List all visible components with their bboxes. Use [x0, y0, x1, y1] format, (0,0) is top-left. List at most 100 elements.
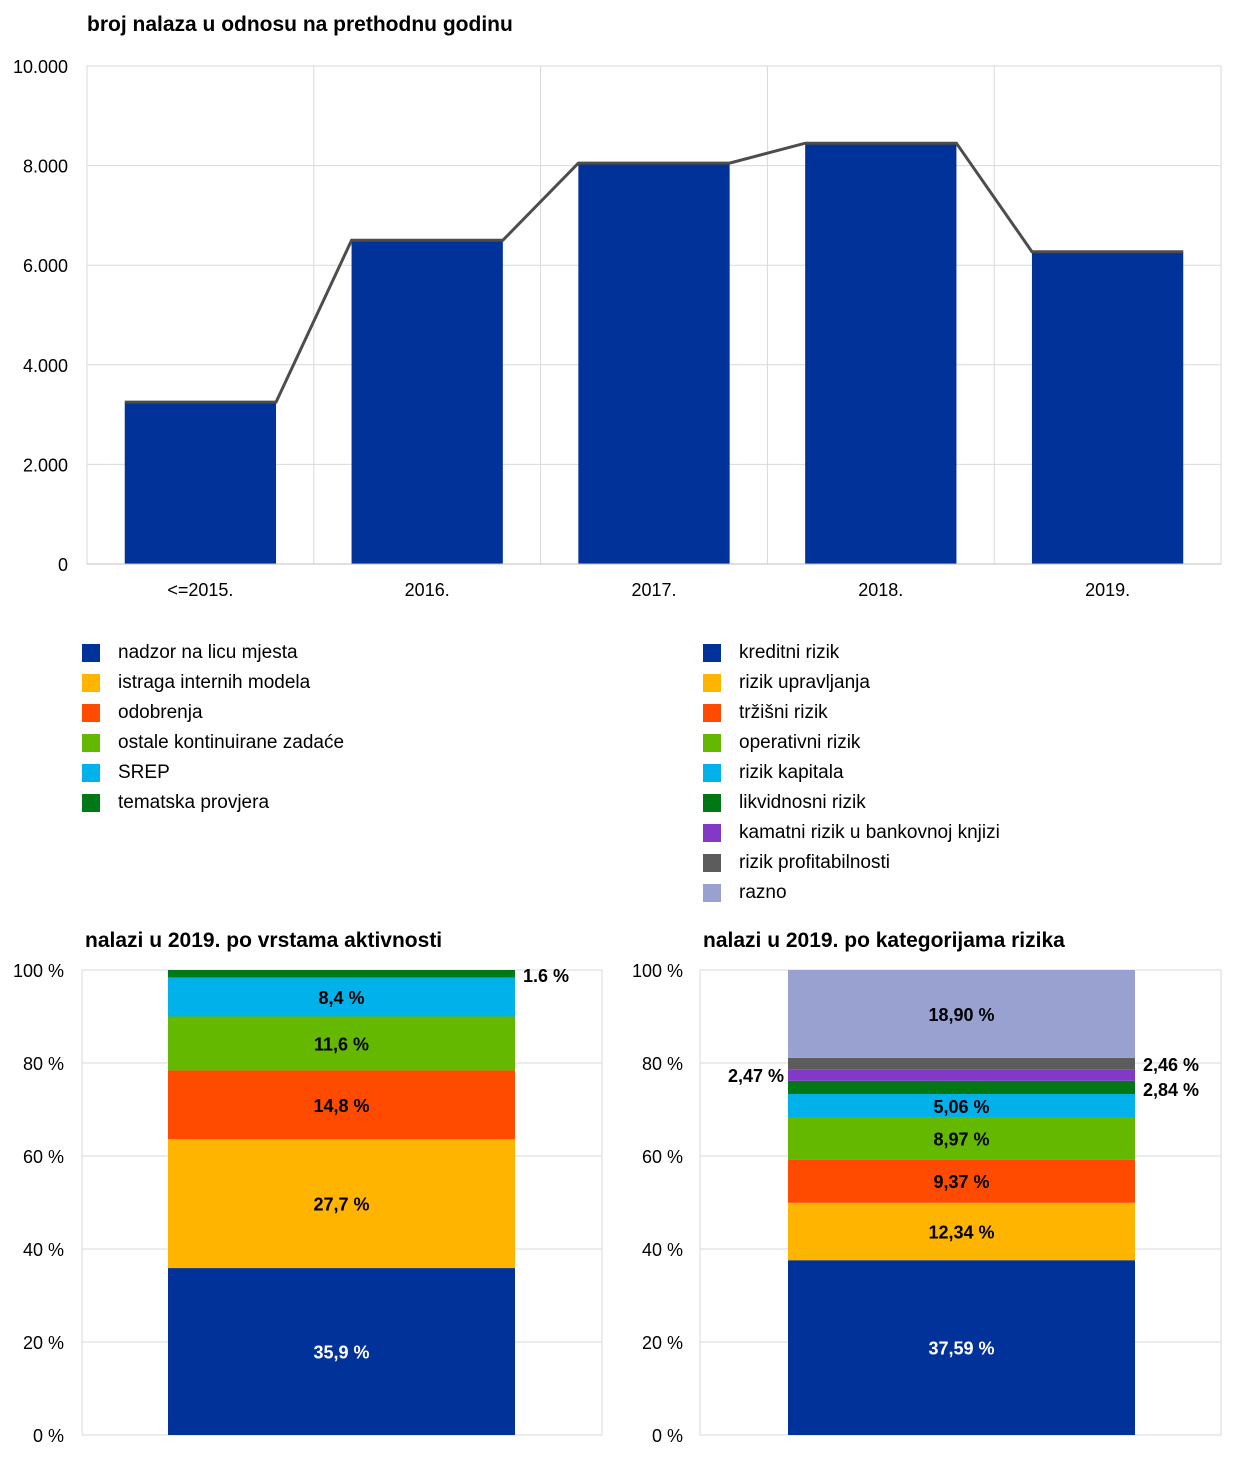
x-tick-label: 2019. — [1085, 580, 1130, 600]
stacked-bar-by-activity: 0 % 20 % 40 % 60 % 80 % 100 % 35,9 % 27,7 % 14,8… — [13, 961, 603, 1446]
stack-segment — [168, 977, 515, 1017]
stack-segment — [788, 1080, 1135, 1095]
legend-label: rizik kapitala — [739, 762, 844, 783]
legend-swatch — [703, 764, 721, 782]
legend-item: istraga internih modela — [82, 670, 344, 700]
stack-segment — [168, 1016, 515, 1071]
data-label: 5,06 % — [933, 1097, 989, 1117]
legend-label: kamatni rizik u bankovnoj knjizi — [739, 822, 1000, 843]
legend-item: odobrenja — [82, 700, 344, 730]
data-label: 2,47 % — [728, 1066, 784, 1086]
stack-segment — [788, 1202, 1135, 1261]
y-tick-label: 80 % — [23, 1054, 64, 1074]
x-tick-label: 2016. — [405, 580, 450, 600]
x-tick-label: 2018. — [858, 580, 903, 600]
legend-swatch — [703, 854, 721, 872]
bar — [124, 402, 277, 564]
data-label: 37,59 % — [928, 1339, 994, 1359]
data-label: 12,34 % — [928, 1223, 994, 1243]
legend-item: kamatni rizik u bankovnoj knjizi — [703, 820, 1000, 850]
legend-label: likvidnosni rizik — [739, 792, 866, 813]
y-tick-label: 4.000 — [23, 356, 68, 376]
data-label: 18,90 % — [928, 1005, 994, 1025]
legend-item: ostale kontinuirane zadaće — [82, 730, 344, 760]
legend-label: nadzor na licu mjesta — [118, 642, 298, 663]
legend-label: operativni rizik — [739, 732, 861, 753]
legend-item: tržišni rizik — [703, 700, 1000, 730]
line-series — [124, 141, 1184, 404]
legend-label: rizik profitabilnosti — [739, 852, 890, 873]
y-tick-label: 20 % — [642, 1333, 683, 1353]
legend-item: kreditni rizik — [703, 640, 1000, 670]
legend-swatch — [703, 884, 721, 902]
y-tick-label: 60 % — [642, 1147, 683, 1167]
bar-chart-findings-per-year: 0 2.000 4.000 6.000 8.000 10.000 <=2015. 2016. 2… — [13, 57, 1222, 600]
stack-segment — [788, 970, 1135, 1058]
legend-label: odobrenja — [118, 702, 203, 723]
stack-segment — [788, 1057, 1135, 1070]
y-tick-label: 40 % — [23, 1240, 64, 1260]
legend-item: SREP — [82, 760, 344, 790]
y-tick-label: 10.000 — [13, 57, 68, 77]
legend-label: kreditni rizik — [739, 642, 840, 663]
data-label: 1.6 % — [523, 966, 569, 986]
y-tick-label: 0 % — [33, 1426, 64, 1446]
data-label: 14,8 % — [313, 1096, 369, 1116]
chart1-title: broj nalaza u odnosu na prethodnu godinu — [87, 13, 513, 36]
stack-segment — [168, 1070, 515, 1140]
stack-segment — [788, 1260, 1135, 1435]
legend-label: ostale kontinuirane zadaće — [118, 732, 345, 753]
bar — [578, 163, 730, 565]
data-label: 27,7 % — [313, 1195, 369, 1215]
y-tick-label: 0 % — [652, 1426, 683, 1446]
bar — [805, 143, 957, 564]
bar — [351, 240, 503, 565]
legend-activity-types: nadzor na licu mjesta istraga internih mo… — [82, 640, 344, 820]
legend-label: SREP — [118, 762, 170, 783]
y-tick-label: 8.000 — [23, 157, 68, 177]
stack-segment — [168, 1268, 515, 1435]
legend-item: rizik kapitala — [703, 760, 1000, 790]
y-tick-label: 2.000 — [23, 455, 68, 475]
legend-item: razno — [703, 880, 1000, 910]
stack-segment — [788, 1094, 1135, 1118]
chart2-title: nalazi u 2019. po vrstama aktivnosti — [85, 929, 442, 952]
legend-label: tržišni rizik — [739, 702, 828, 723]
y-tick-label: 40 % — [642, 1240, 683, 1260]
legend-swatch — [703, 734, 721, 752]
stack-segment — [168, 1139, 515, 1269]
legend-label: razno — [739, 882, 787, 903]
stack-segment — [168, 970, 515, 978]
stacked-bar-by-risk: 0 % 20 % 40 % 60 % 80 % 100 % 37,59 % 12,34 % 9,… — [632, 961, 1222, 1446]
data-label: 8,4 % — [318, 988, 364, 1008]
legend-swatch — [82, 704, 100, 722]
legend-swatch — [82, 764, 100, 782]
legend-swatch — [703, 794, 721, 812]
stack-segment — [788, 1069, 1135, 1081]
legend-risk-categories: kreditni rizik rizik upravljanja tržišni r… — [703, 640, 1000, 910]
data-label: 9,37 % — [933, 1172, 989, 1192]
bar — [1031, 251, 1184, 564]
data-label: 8,97 % — [933, 1129, 989, 1149]
legend-swatch — [82, 644, 100, 662]
y-tick-label: 60 % — [23, 1147, 64, 1167]
y-tick-label: 6.000 — [23, 256, 68, 276]
x-tick-label: <=2015. — [167, 580, 233, 600]
chart3-title: nalazi u 2019. po kategorijama rizika — [703, 929, 1065, 952]
data-label: 2,46 % — [1143, 1055, 1199, 1075]
y-tick-label: 100 % — [13, 961, 64, 981]
data-label: 11,6 % — [314, 1034, 369, 1054]
legend-label: rizik upravljanja — [739, 672, 870, 693]
legend-swatch — [82, 674, 100, 692]
legend-label: tematska provjera — [118, 792, 270, 813]
legend-item: rizik upravljanja — [703, 670, 1000, 700]
legend-swatch — [703, 674, 721, 692]
legend-label: istraga internih modela — [118, 672, 311, 693]
data-label: 2,84 % — [1143, 1080, 1199, 1100]
legend-item: operativni rizik — [703, 730, 1000, 760]
legend-item: tematska provjera — [82, 790, 344, 820]
legend-swatch — [703, 824, 721, 842]
data-label: 35,9 % — [313, 1343, 369, 1363]
legend-item: rizik profitabilnosti — [703, 850, 1000, 880]
